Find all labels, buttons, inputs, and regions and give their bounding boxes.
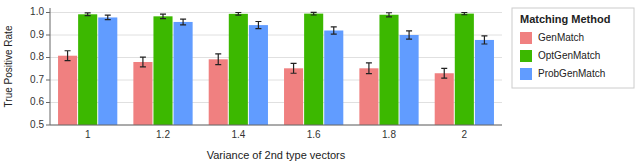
legend-label: ProbGenMatch [538,68,605,79]
y-tick-label: 0.5 [30,119,44,130]
error-bar [235,13,241,16]
grid-line [50,80,502,81]
x-tick-label: 1.2 [156,129,170,140]
y-tick-label: 0.7 [30,74,44,85]
bar [475,40,494,125]
x-tick-label: 1.4 [231,129,245,140]
bar [58,56,77,125]
error-bar [311,12,317,15]
x-axis-label: Variance of 2nd type vectors [207,149,346,161]
bar [400,35,419,125]
tick-mark [46,35,50,36]
error-bar [386,13,392,17]
legend-title: Matching Method [520,13,610,25]
error-bar [105,15,111,20]
x-tick-label: 1 [85,129,91,140]
bar [284,68,303,125]
bar [98,17,117,125]
error-bar [255,22,261,29]
x-tick-label: 1.8 [382,129,396,140]
error-bar [366,63,372,74]
bar [359,68,378,125]
y-tick-label: 0.8 [30,51,44,62]
legend: Matching Method GenMatch OptGenMatch ProbGe… [512,8,634,88]
bar [153,16,172,125]
error-bar [85,13,91,16]
x-axis-line [50,125,502,126]
y-tick-label: 0.6 [30,96,44,107]
error-bar [441,68,447,78]
legend-box [512,8,634,88]
bar [78,14,97,125]
tick-mark [46,80,50,81]
grid-line [50,125,502,126]
bar [304,14,323,125]
grid-line [50,12,502,13]
bar [455,14,474,125]
x-tick-label: 1.6 [307,129,321,140]
bar [435,73,454,125]
grid-line [50,57,502,58]
tick-mark [46,12,50,13]
x-tick-label: 2 [462,129,468,140]
bar [229,14,248,125]
error-bar [180,19,186,25]
bar [379,15,398,125]
y-axis-label: True Positive Rate [3,25,14,107]
error-bar [461,13,467,15]
tick-mark [46,57,50,58]
legend-swatch [520,50,532,62]
bar [209,59,228,125]
y-axis-line [50,8,51,125]
error-bar [291,63,297,73]
tick-mark [46,125,50,126]
grid-line [50,102,502,103]
legend-swatch [520,68,532,80]
legend-label: OptGenMatch [538,50,600,61]
chart: 0.5 0.6 0.7 0.8 0.9 1.0 1 1.2 1.4 1.6 1.8 2 Variance… [0,0,640,167]
bar [174,22,193,125]
legend-swatch [520,32,532,44]
bars [58,12,494,125]
y-tick-label: 1.0 [30,6,44,17]
error-bar [481,36,487,44]
tick-mark [46,102,50,103]
bar [324,31,343,126]
grid-line [50,35,502,36]
y-tick-label: 0.9 [30,29,44,40]
error-bar [140,57,146,67]
error-bar [160,14,166,19]
bar [249,25,268,125]
error-bar [331,27,337,34]
bar [133,62,152,125]
error-bar [65,51,71,61]
legend-label: GenMatch [538,32,584,43]
error-bar [215,54,221,65]
error-bar [406,31,412,39]
